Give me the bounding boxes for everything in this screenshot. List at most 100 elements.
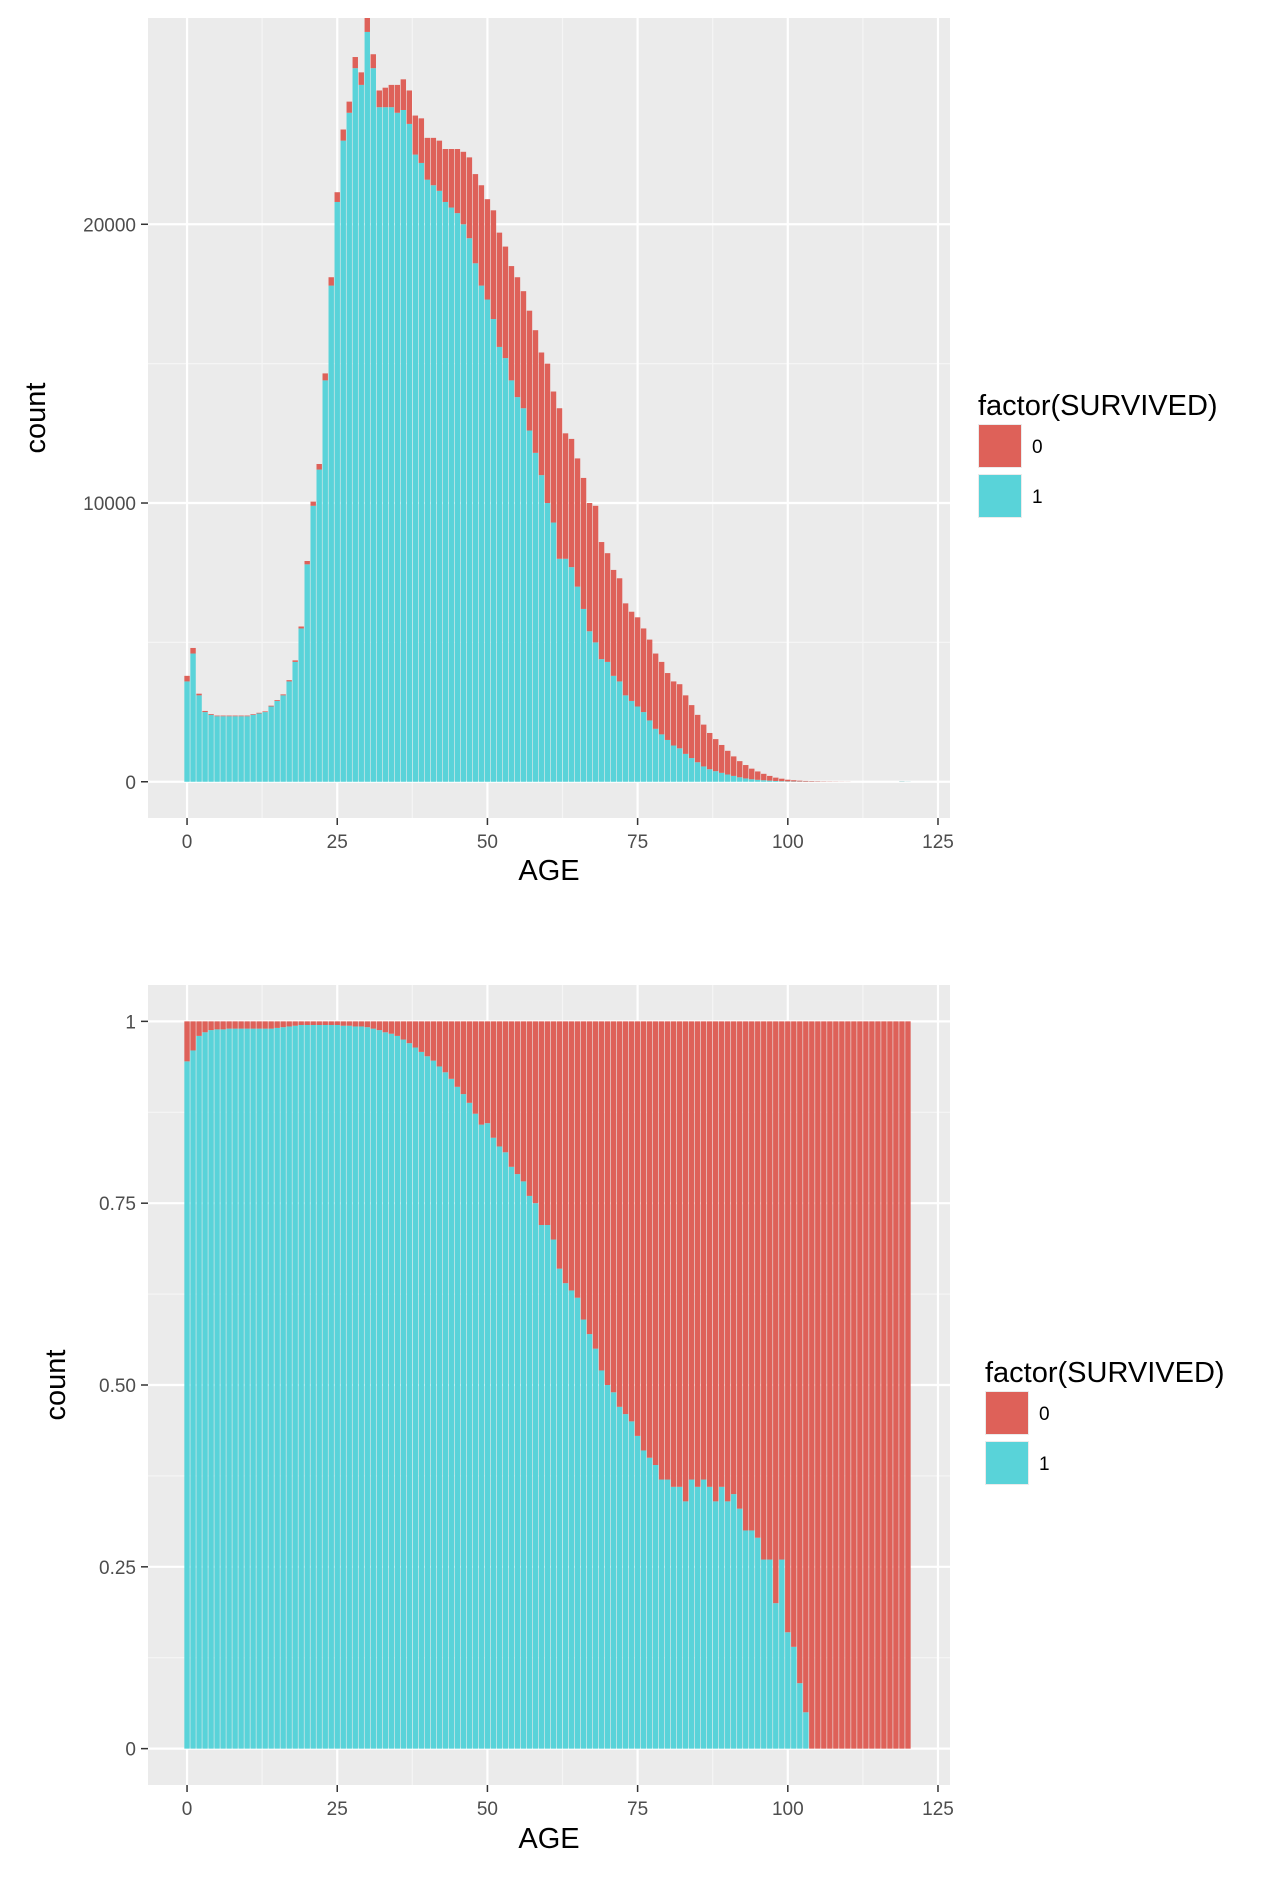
bar-survived-1 [634, 1435, 641, 1749]
bar-survived-0 [652, 1021, 659, 1465]
bar-survived-1 [382, 1032, 388, 1749]
bar-survived-0 [731, 1021, 737, 1495]
bar-survived-0 [610, 569, 617, 676]
y-tick-label: 0.75 [99, 1194, 136, 1215]
bar-survived-0 [580, 1021, 587, 1320]
bar-survived-0 [538, 352, 545, 476]
bar-survived-1 [328, 1025, 334, 1749]
bar-survived-0 [298, 626, 304, 629]
bar-survived-1 [334, 201, 340, 782]
bar-survived-0 [580, 477, 587, 609]
bar-survived-1 [460, 224, 467, 782]
bar-survived-0 [340, 1021, 346, 1026]
bar-survived-0 [700, 1021, 707, 1480]
bar-survived-1 [184, 1061, 190, 1749]
bar-survived-1 [256, 713, 262, 782]
bar-survived-0 [490, 210, 497, 320]
bar-survived-0 [550, 1021, 557, 1240]
bar-survived-0 [604, 553, 611, 662]
bar-survived-0 [538, 1021, 545, 1225]
bar-survived-0 [610, 1021, 617, 1393]
legend-key-swatch [979, 475, 1021, 517]
bar-survived-1 [731, 775, 737, 782]
bar-survived-1 [803, 1712, 809, 1749]
bar-survived-0 [875, 1021, 881, 1749]
bar-survived-1 [232, 716, 238, 782]
bar-survived-0 [442, 1021, 449, 1073]
bar-survived-1 [580, 1319, 587, 1749]
bar-survived-1 [346, 1025, 352, 1749]
bar-survived-1 [184, 681, 190, 782]
bar-survived-1 [412, 1047, 419, 1749]
bar-survived-0 [376, 90, 382, 108]
bar-survived-0 [568, 438, 575, 568]
bar-survived-1 [250, 1028, 256, 1749]
x-axis-title: AGE [518, 1823, 579, 1855]
bar-survived-0 [713, 739, 719, 772]
bar-survived-0 [640, 628, 647, 713]
chart-1: 0 25 50 75 100 125 0 10000 20000 AGE count factor(S… [20, 18, 1218, 887]
bar-survived-0 [214, 715, 220, 717]
bar-survived-1 [749, 779, 755, 782]
bar-survived-1 [544, 503, 551, 782]
bar-survived-1 [694, 762, 701, 782]
bar-survived-1 [550, 522, 557, 782]
bar-survived-1 [574, 586, 581, 782]
bar-survived-0 [466, 1021, 473, 1103]
bar-survived-1 [520, 408, 527, 782]
bar-survived-1 [424, 179, 431, 782]
bar-survived-0 [412, 1021, 419, 1048]
bar-survived-0 [346, 1021, 352, 1026]
bar-survived-0 [725, 750, 731, 775]
bar-survived-0 [502, 1021, 509, 1153]
bar-survived-0 [388, 1021, 395, 1034]
bar-survived-1 [496, 346, 503, 782]
bar-survived-0 [412, 115, 419, 155]
bar-survived-1 [628, 1421, 635, 1749]
bar-survived-1 [610, 675, 617, 782]
bar-survived-0 [376, 1021, 382, 1031]
bar-survived-1 [514, 1174, 521, 1749]
bar-survived-0 [743, 765, 749, 779]
bar-survived-1 [731, 1494, 737, 1749]
bar-survived-1 [214, 1029, 220, 1749]
bar-survived-1 [544, 1225, 551, 1749]
bar-survived-0 [658, 1021, 665, 1480]
bar-survived-0 [785, 779, 791, 782]
bar-survived-1 [478, 1124, 485, 1749]
legend: factor(SURVIVED) 0 1 [985, 1357, 1225, 1485]
bar-survived-1 [382, 107, 388, 782]
bar-survived-1 [304, 564, 310, 782]
bar-survived-1 [616, 681, 623, 782]
bar-survived-0 [310, 501, 316, 506]
bar-survived-0 [262, 711, 268, 713]
bar-survived-1 [358, 84, 364, 782]
bar-survived-0 [767, 775, 773, 781]
bar-survived-0 [214, 1021, 220, 1030]
bar-survived-1 [640, 712, 647, 782]
bar-survived-1 [484, 299, 491, 782]
bar-survived-0 [706, 732, 713, 770]
legend-key-swatch [986, 1442, 1028, 1484]
bar-survived-0 [496, 232, 503, 347]
bar-survived-1 [646, 720, 653, 782]
bar-survived-1 [472, 263, 479, 782]
bar-survived-0 [232, 1021, 238, 1029]
bar-survived-0 [250, 714, 256, 715]
bar-survived-1 [490, 319, 497, 782]
bar-survived-1 [514, 397, 521, 782]
bar-survived-0 [334, 1021, 340, 1025]
bar-survived-1 [436, 1066, 443, 1749]
bar-survived-0 [304, 1021, 310, 1025]
bar-survived-0 [664, 673, 671, 740]
bar-survived-1 [262, 712, 268, 782]
bar-survived-1 [496, 1146, 503, 1749]
legend-key-swatch [979, 425, 1021, 467]
bar-survived-0 [304, 560, 310, 565]
bar-survived-0 [598, 542, 605, 660]
bar-survived-1 [652, 1465, 659, 1749]
bar-survived-0 [460, 151, 467, 225]
bar-survived-0 [496, 1021, 503, 1147]
bar-survived-0 [863, 1021, 869, 1749]
